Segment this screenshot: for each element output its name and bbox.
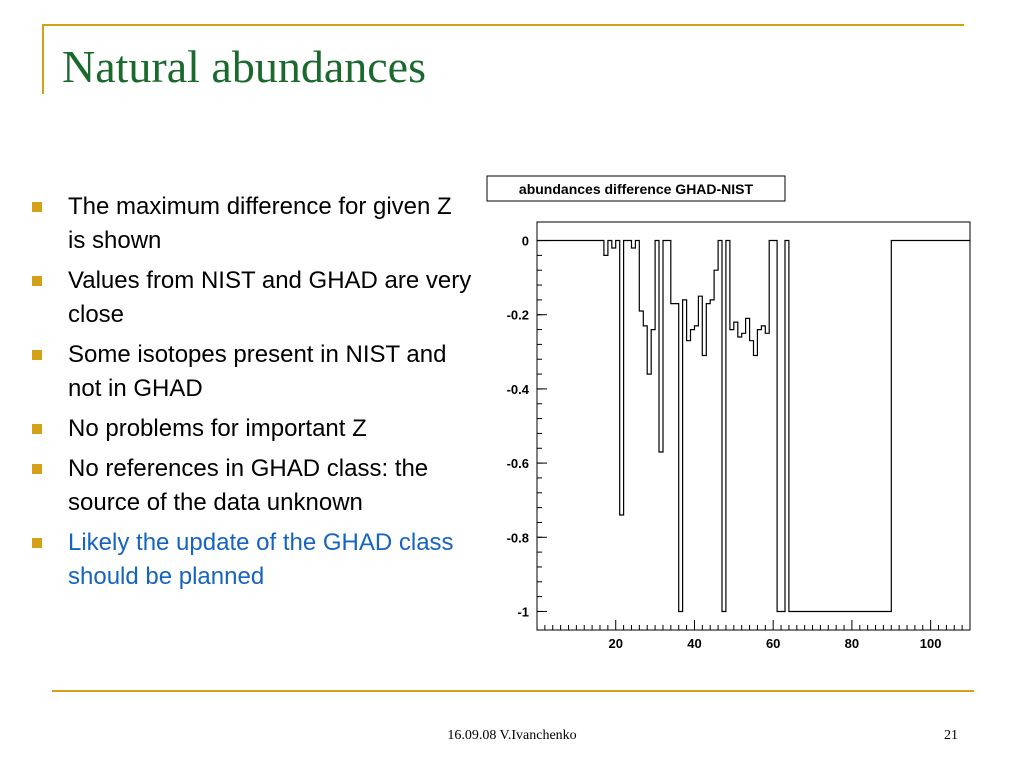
histogram-bin	[691, 241, 695, 330]
x-tick-label: 20	[608, 636, 622, 651]
histogram-bin	[879, 241, 883, 612]
histogram-bin	[671, 241, 675, 304]
histogram-bin	[683, 241, 687, 300]
histogram-line	[537, 239, 970, 613]
title-frame-left	[42, 24, 44, 94]
histogram-bin	[883, 241, 887, 612]
bullet-item: The maximum difference for given Z is sh…	[32, 190, 472, 258]
bullet-text: Some isotopes present in NIST and not in…	[68, 341, 447, 402]
histogram-bin	[828, 241, 832, 612]
histogram-bin	[852, 241, 856, 612]
histogram-bin	[805, 241, 809, 612]
bullet-item: Values from NIST and GHAD are very close	[32, 264, 472, 332]
slide-title: Natural abundances	[62, 41, 427, 92]
histogram-bin	[734, 241, 738, 323]
y-tick-label: -0.8	[507, 530, 529, 545]
square-bullet-icon	[32, 424, 42, 434]
histogram-bin	[702, 241, 706, 356]
square-bullet-icon	[32, 202, 42, 212]
footer-text: 16.09.08 V.Ivanchenko	[447, 728, 577, 743]
page-number: 21	[944, 728, 958, 743]
histogram-bin	[647, 241, 651, 375]
histogram-bin	[757, 241, 761, 330]
y-tick-label: -0.4	[507, 382, 530, 397]
histogram-bin	[777, 241, 781, 612]
square-bullet-icon	[32, 464, 42, 474]
y-tick-label: 0	[522, 234, 529, 249]
histogram-bin	[868, 241, 872, 612]
bullet-item: Some isotopes present in NIST and not in…	[32, 338, 472, 406]
histogram-bin	[887, 241, 891, 612]
histogram-bin	[809, 241, 813, 612]
title-frame-top	[42, 24, 964, 26]
histogram-bin	[848, 241, 852, 612]
histogram-bin	[824, 241, 828, 612]
histogram-bin	[876, 241, 880, 612]
bullet-list: The maximum difference for given Z is sh…	[32, 190, 472, 600]
x-tick-label: 60	[766, 636, 780, 651]
histogram-bin	[659, 241, 663, 452]
histogram-bin	[813, 241, 817, 612]
histogram-bin	[872, 241, 876, 612]
bullet-text: No problems for important Z	[68, 415, 367, 442]
square-bullet-icon	[32, 276, 42, 286]
x-tick-label: 80	[845, 636, 859, 651]
histogram-bin	[698, 241, 702, 297]
histogram-bin	[789, 241, 793, 612]
histogram-bin	[840, 241, 844, 612]
histogram-bin	[844, 241, 848, 612]
y-tick-label: -0.6	[507, 456, 529, 471]
histogram-bin	[714, 241, 718, 271]
histogram-chart: abundances difference GHAD-NIST 0 -0.2 -0.…	[486, 175, 971, 651]
histogram-bin	[706, 241, 710, 304]
histogram-bin	[604, 241, 608, 256]
footer-divider	[52, 690, 974, 692]
square-bullet-icon	[32, 350, 42, 360]
square-bullet-icon	[32, 538, 42, 548]
x-tick-label: 40	[687, 636, 701, 651]
histogram-bin	[860, 241, 864, 612]
histogram-bin	[864, 241, 868, 612]
y-tick-label: -1	[517, 604, 529, 619]
histogram-bin	[675, 241, 679, 304]
histogram-bin	[856, 241, 860, 612]
bullet-text: Likely the update of the GHAD class shou…	[68, 529, 454, 590]
x-tick-label: 100	[920, 636, 942, 651]
histogram-bin	[801, 241, 805, 612]
histogram-bin	[761, 241, 765, 326]
histogram-bin	[797, 241, 801, 612]
histogram-bin	[820, 241, 824, 612]
histogram-bin	[746, 241, 750, 319]
chart-container: abundances difference GHAD-NIST 0 -0.2 -0.…	[480, 170, 980, 660]
bullet-item: No references in GHAD class: the source …	[32, 452, 472, 520]
histogram-bin	[816, 241, 820, 612]
histogram-bin	[836, 241, 840, 612]
chart-title: abundances difference GHAD-NIST	[519, 181, 754, 197]
plot-area: 0 -0.2 -0.4 -0.6 -0.8 -1 20 40 60 80 100	[507, 221, 971, 651]
chart-title-box	[486, 175, 786, 202]
bullet-text: The maximum difference for given Z is sh…	[68, 193, 452, 254]
bullet-item-highlight: Likely the update of the GHAD class shou…	[32, 526, 472, 594]
histogram-bin	[639, 241, 643, 311]
plot-frame	[536, 221, 971, 631]
histogram-bin	[832, 241, 836, 612]
bullet-item: No problems for important Z	[32, 412, 472, 446]
bullet-text: Values from NIST and GHAD are very close	[68, 267, 472, 328]
y-tick-label: -0.2	[507, 308, 529, 323]
bullet-text: No references in GHAD class: the source …	[68, 455, 429, 516]
histogram-bin	[793, 241, 797, 612]
